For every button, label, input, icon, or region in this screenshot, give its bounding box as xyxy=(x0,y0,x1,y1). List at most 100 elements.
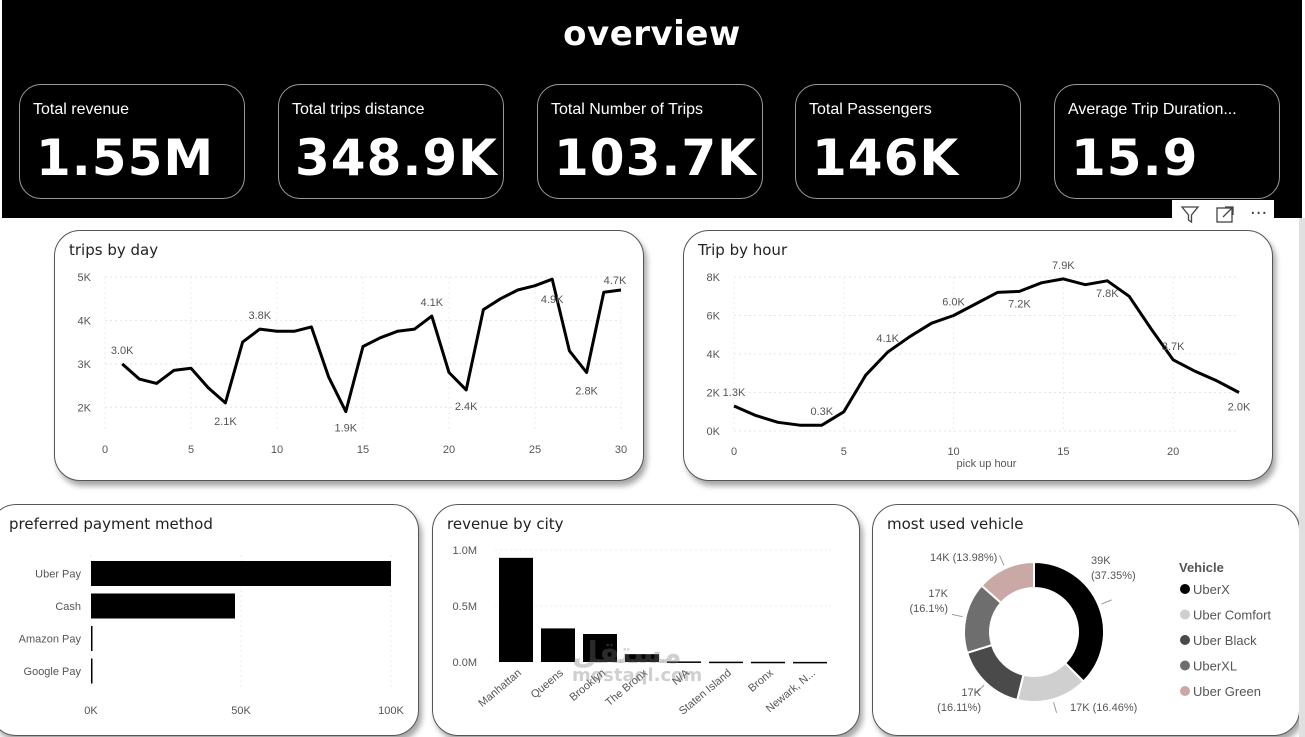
data-label: 2.0K xyxy=(1228,402,1251,414)
category-label: Google Pay xyxy=(24,666,82,678)
y-tick-label: 0K xyxy=(707,426,721,438)
kpi-label: Total Passengers xyxy=(809,101,932,118)
x-tick-label: 15 xyxy=(357,444,369,456)
category-label: Queens xyxy=(529,667,567,701)
slice-label: (16.11%) xyxy=(937,702,981,714)
slice-label: (37.35%) xyxy=(1091,570,1136,582)
series-line xyxy=(121,277,622,414)
bar xyxy=(91,593,235,619)
data-label: 4.1K xyxy=(876,333,899,345)
kpi-card-total-revenue[interactable]: Total revenue 1.55M xyxy=(19,84,245,199)
panel-revenue-by-city[interactable]: revenue by city 0.0M 0.5M 1.0M Manhattan Que… xyxy=(432,504,860,736)
kpi-label: Average Trip Duration... xyxy=(1068,101,1237,118)
kpi-card-total-trips-distance[interactable]: Total trips distance 348.9K xyxy=(278,84,504,199)
legend-label: UberX xyxy=(1193,582,1230,597)
x-tick-label: 5 xyxy=(188,444,194,456)
x-tick-label: 50K xyxy=(231,705,251,717)
more-options-icon[interactable]: ··· xyxy=(1250,203,1268,224)
vertical-scrollbar[interactable] xyxy=(1299,218,1305,737)
bar xyxy=(499,557,533,662)
legend-marker xyxy=(1180,660,1190,671)
data-label: 4.9K xyxy=(541,294,564,306)
bar xyxy=(91,561,391,586)
donut-slice xyxy=(1033,560,1105,683)
x-tick-label: 10 xyxy=(947,446,959,458)
leader-line xyxy=(976,684,985,694)
y-tick-label: 1.0M xyxy=(453,545,477,557)
data-label: 1.3K xyxy=(723,387,746,399)
slice-label: 17K xyxy=(961,687,981,699)
leader-line xyxy=(1101,599,1112,605)
legend-marker xyxy=(1180,584,1190,594)
data-label: 1.9K xyxy=(334,423,357,435)
trips-by-day-chart: 2K 3K 4K 5K 0 5 10 15 20 25 30 3.0K 2.1K 3.8K 1.9K 4.1K… xyxy=(78,272,628,456)
bar xyxy=(91,626,93,651)
kpi-card-total-number-of-trips[interactable]: Total Number of Trips 103.7K xyxy=(537,84,763,199)
category-label: Manhattan xyxy=(476,667,524,710)
x-tick-label: 10 xyxy=(271,444,283,456)
x-tick-label: 30 xyxy=(615,444,627,456)
bar xyxy=(541,628,575,662)
panel-most-used-vehicle[interactable]: most used vehicle 39K (37.35%) 17K (16.46%… xyxy=(872,504,1300,736)
data-label: 3.7K xyxy=(1162,341,1185,353)
panel-trip-by-hour[interactable]: Trip by hour 0K 2K 4K 6K 8K 0 5 10 15 20 pick up h… xyxy=(683,230,1273,481)
data-label: 0.3K xyxy=(811,406,834,418)
legend-marker xyxy=(1180,635,1190,645)
bar xyxy=(625,654,659,662)
leader-line xyxy=(1053,702,1058,714)
y-tick-label: 3K xyxy=(78,359,92,371)
x-tick-label: 100K xyxy=(378,705,404,717)
slice-label: 14K (13.98%) xyxy=(930,552,997,564)
bar xyxy=(709,661,743,664)
y-tick-label: 2K xyxy=(707,388,721,400)
donut-slice xyxy=(980,560,1035,605)
kpi-value: 15.9 xyxy=(1071,129,1199,187)
y-tick-label: 0.0M xyxy=(453,657,477,669)
bar xyxy=(583,634,617,662)
legend-marker xyxy=(1180,686,1190,696)
trip-by-hour-chart: 0K 2K 4K 6K 8K 0 5 10 15 20 pick up hour 1.3K 0.3K 4.… xyxy=(707,260,1251,470)
kpi-label: Total revenue xyxy=(33,101,130,118)
kpi-card-total-passengers[interactable]: Total Passengers 146K xyxy=(795,84,1021,199)
data-label: 4.1K xyxy=(420,297,443,309)
bar xyxy=(91,658,93,684)
category-label: Bronx xyxy=(746,667,776,695)
y-tick-label: 5K xyxy=(78,272,92,284)
payment-method-chart: 0K 50K 100K Uber Pay Cash Amazon Pay Google Pa… xyxy=(19,555,405,717)
data-label: 2.8K xyxy=(575,386,598,398)
panel-trips-by-day[interactable]: trips by day 2K 3K 4K 5K 0 5 10 15 20 25 30 3.0K 2.1… xyxy=(54,230,644,481)
panel-title: revenue by city xyxy=(447,515,564,533)
legend-marker xyxy=(1180,609,1190,620)
category-label: Cash xyxy=(55,601,81,613)
category-label: Brooklyn xyxy=(567,667,607,704)
x-tick-label: 25 xyxy=(529,444,541,456)
data-label: 2.4K xyxy=(455,401,478,413)
category-label: Amazon Pay xyxy=(19,634,82,646)
leader-line xyxy=(999,555,1005,566)
y-tick-label: 0.5M xyxy=(453,601,477,613)
focus-mode-icon[interactable] xyxy=(1214,203,1236,225)
x-tick-label: 15 xyxy=(1057,446,1069,458)
kpi-card-average-trip-duration[interactable]: Average Trip Duration... 15.9 xyxy=(1054,84,1280,199)
x-tick-label: 0 xyxy=(102,444,108,456)
panel-preferred-payment-method[interactable]: preferred payment method 0K 50K 100K Uber P… xyxy=(0,504,419,736)
y-tick-label: 8K xyxy=(707,272,721,284)
data-label: 3.0K xyxy=(111,345,134,357)
panel-title: preferred payment method xyxy=(9,515,213,533)
visual-header-toolbar: ··· xyxy=(1172,200,1274,228)
legend-label: UberXL xyxy=(1193,659,1237,674)
page-title: overview xyxy=(563,14,741,54)
slice-label: 39K xyxy=(1091,555,1111,567)
kpi-label: Total trips distance xyxy=(292,101,425,118)
slice-label: (16.1%) xyxy=(909,603,948,615)
y-tick-label: 4K xyxy=(78,315,92,327)
legend-label: Uber Comfort xyxy=(1193,608,1271,623)
filter-icon[interactable] xyxy=(1179,203,1201,225)
x-axis-title: pick up hour xyxy=(957,458,1017,470)
legend-title: Vehicle xyxy=(1179,560,1224,575)
leader-line xyxy=(951,613,963,618)
x-tick-label: 20 xyxy=(443,444,455,456)
bar xyxy=(751,661,785,664)
data-label: 7.2K xyxy=(1008,298,1031,310)
